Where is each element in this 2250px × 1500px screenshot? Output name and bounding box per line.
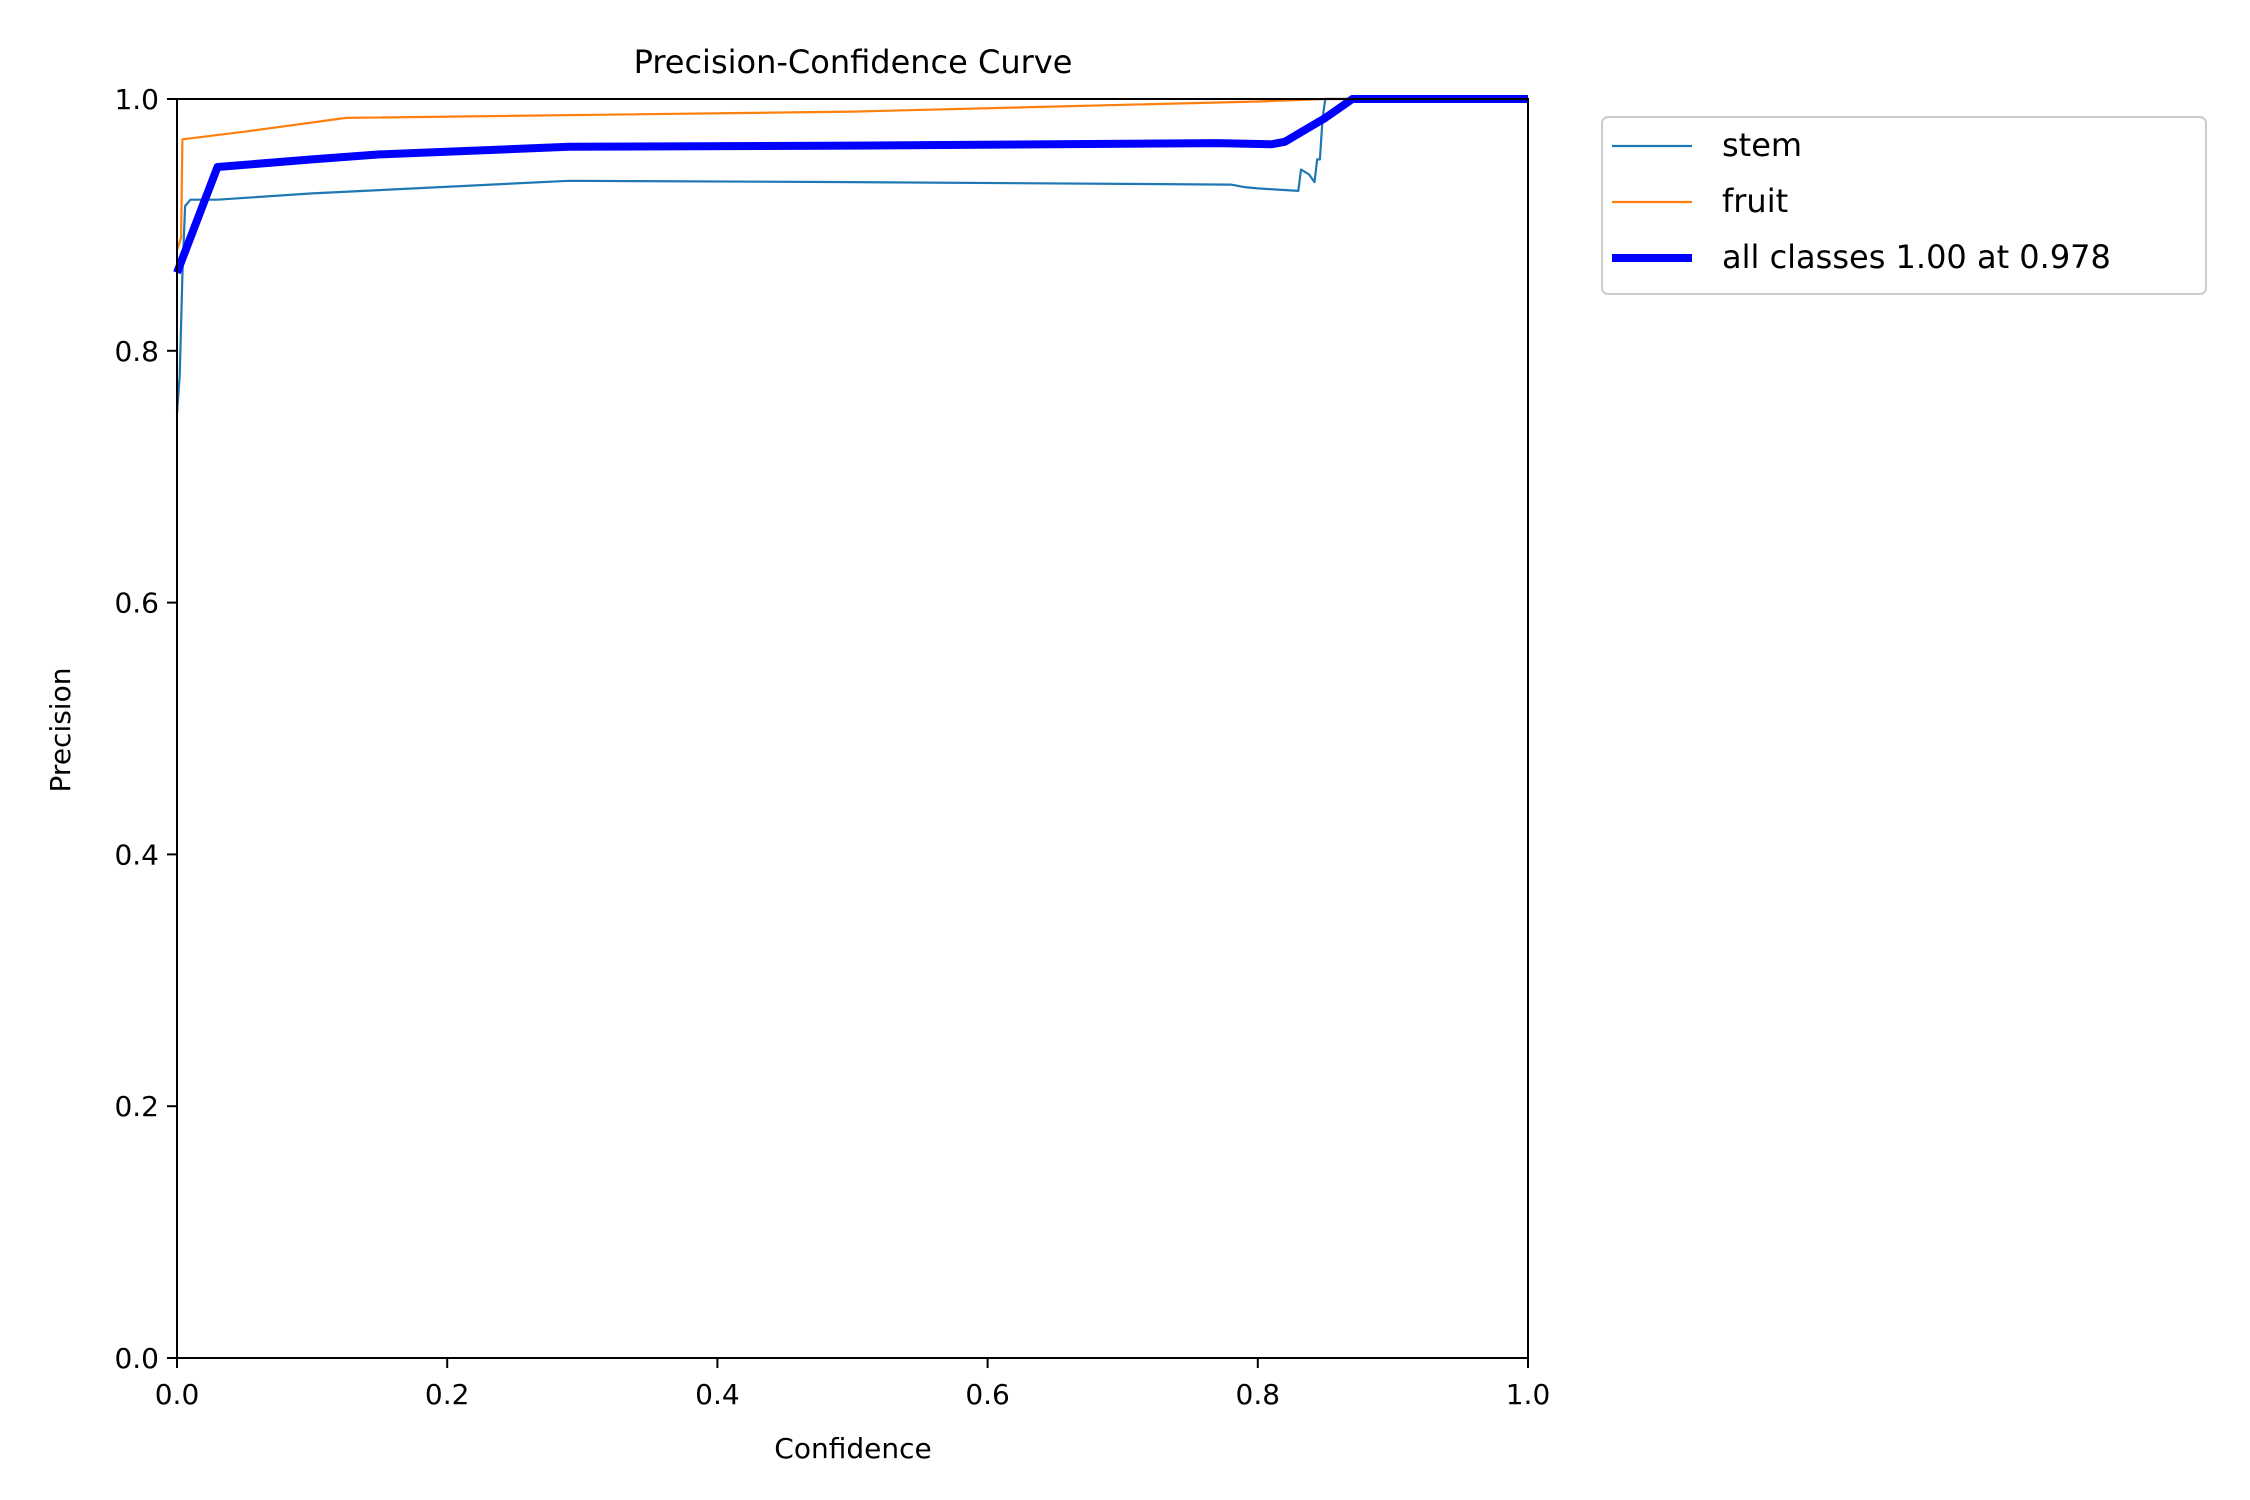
x-tick-label: 0.6 [965,1378,1010,1411]
y-tick-label: 0.0 [114,1342,159,1375]
series-line-stem [175,97,1528,414]
y-tick-label: 0.6 [114,587,159,620]
x-tick-label: 0.8 [1236,1378,1281,1411]
legend-frame [1601,116,2207,295]
x-tick-label: 0.0 [155,1378,200,1411]
x-tick-label: 1.0 [1506,1378,1551,1411]
y-tick-label: 0.8 [114,335,159,368]
y-tick-label: 1.0 [114,83,159,116]
x-axis-ticks: 0.0 0.2 0.4 0.6 0.8 1.0 [155,1358,1551,1411]
legend: stem fruit all classes 1.00 at 0.978 [1601,116,2207,295]
y-axis-label: Precision [44,668,77,793]
y-axis-ticks: 0.0 0.2 0.4 0.6 0.8 1.0 [114,83,177,1375]
legend-label: fruit [1722,182,1788,220]
x-axis-label: Confidence [774,1432,931,1465]
legend-label: all classes 1.00 at 0.978 [1722,238,2111,276]
axes-frame [176,98,1529,1359]
x-tick-label: 0.2 [425,1378,470,1411]
x-tick-label: 0.4 [695,1378,740,1411]
y-tick-label: 0.4 [114,838,159,871]
chart-title: Precision-Confidence Curve [634,43,1073,81]
legend-label: stem [1722,126,1802,164]
y-tick-label: 0.2 [114,1090,159,1123]
series-line-all [173,95,1528,275]
